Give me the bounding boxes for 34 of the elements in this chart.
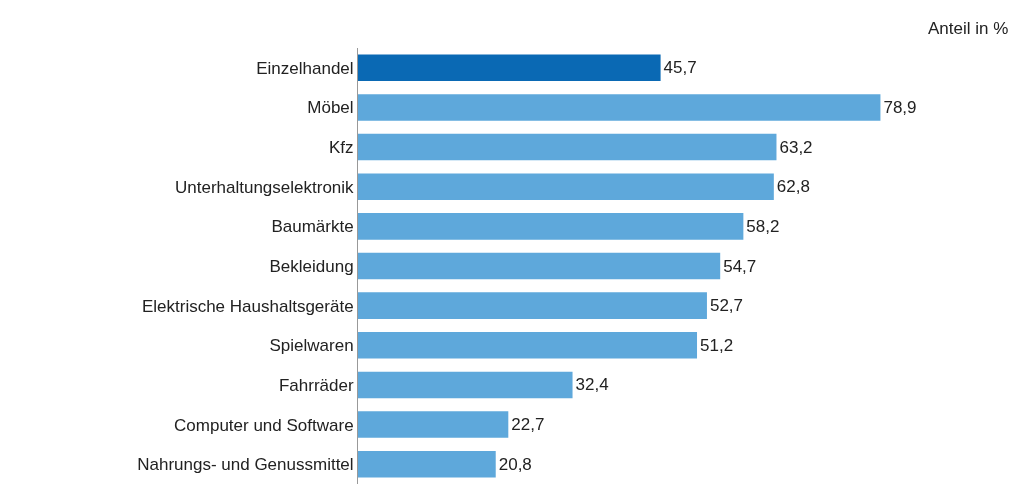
data-label: 62,8 — [776, 177, 810, 197]
y-tick-label: Unterhaltungselektronik — [174, 177, 355, 197]
y-tick-label: Möbel — [307, 98, 354, 118]
y-tick-label: Nahrungs- und Genussmittel — [137, 455, 354, 475]
bar — [358, 450, 496, 478]
bar — [358, 252, 721, 280]
data-label: 22,7 — [511, 415, 545, 435]
bar — [358, 213, 744, 240]
data-label: 32,4 — [575, 375, 609, 395]
bar — [358, 292, 707, 319]
data-label: 52,7 — [709, 296, 744, 316]
data-label: 54,7 — [723, 256, 757, 276]
data-label: 20,8 — [498, 454, 532, 474]
bar — [358, 411, 509, 438]
y-tick-label: Einzelhandel — [256, 58, 354, 78]
y-tick-label: Elektrische Haushaltsgeräte — [141, 296, 354, 316]
data-label: 51,2 — [700, 335, 734, 355]
bar — [358, 54, 661, 82]
text: Anteil in % — [928, 19, 1009, 38]
bar — [358, 331, 698, 359]
y-tick-label: Computer und Software — [174, 415, 354, 435]
y-tick-label: Kfz — [329, 138, 354, 158]
data-label: 78,9 — [883, 97, 917, 117]
data-label: 58,2 — [746, 216, 780, 236]
bar — [358, 133, 777, 161]
y-tick-label: Baumärkte — [271, 217, 354, 237]
bar — [358, 173, 774, 201]
y-tick-label: Bekleidung — [269, 256, 354, 276]
y-tick-label: Fahrräder — [278, 375, 354, 395]
data-label: 63,2 — [779, 137, 813, 157]
y-tick-label: Spielwaren — [269, 336, 354, 356]
bar — [358, 371, 573, 399]
bar — [358, 94, 881, 121]
data-label: 45,7 — [663, 58, 697, 78]
